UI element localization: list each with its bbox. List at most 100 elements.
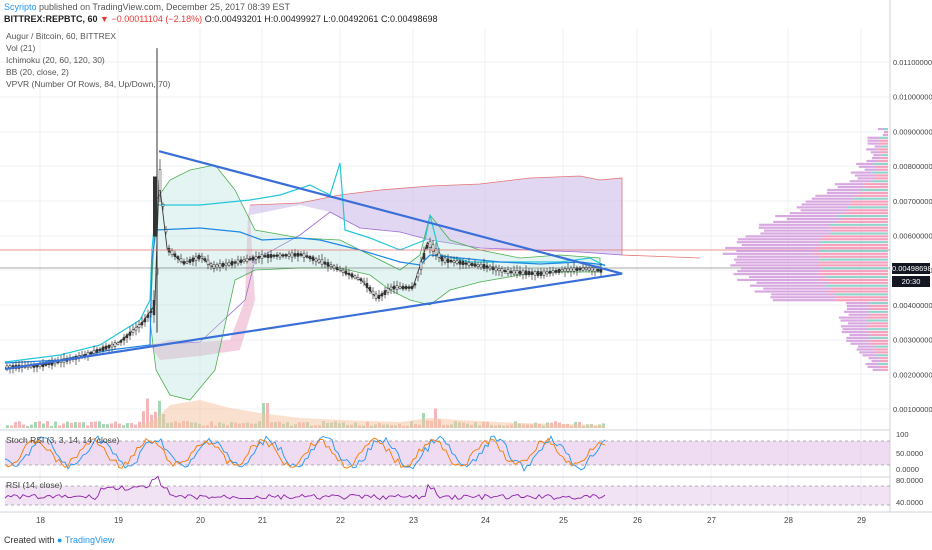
- candle-body: [182, 261, 186, 265]
- vpvr-bar-down: [830, 232, 888, 235]
- vpvr-bar-down: [829, 223, 888, 226]
- vpvr-bar-up: [864, 168, 878, 171]
- price-axis: 0.01100000 0.01000000 0.00900000 0.00800000…: [893, 58, 932, 414]
- candle-body: [206, 259, 210, 265]
- volume-bar: [122, 425, 125, 428]
- time-tick-label: 28: [784, 516, 793, 525]
- vpvr-bar-up: [874, 145, 882, 148]
- footer-created: Created with: [4, 535, 55, 545]
- stoch-pane-label[interactable]: Stoch RSI (3, 3, 14, 14, close): [6, 435, 120, 445]
- volume-bar: [82, 422, 85, 428]
- vpvr-bar-up: [884, 130, 887, 134]
- vpvr-bar-up: [730, 264, 818, 267]
- vpvr-bar-down: [881, 145, 888, 148]
- indicator-ichimoku[interactable]: Ichimoku (20, 60, 120, 30): [6, 55, 105, 65]
- candle-body: [281, 254, 285, 257]
- candle-body: [153, 176, 157, 237]
- vpvr-bar-up: [756, 281, 829, 284]
- vpvr-bar-up: [847, 322, 870, 325]
- vpvr-bar-down: [835, 293, 888, 296]
- candle-body: [446, 258, 450, 263]
- rsi-pane-label[interactable]: RSI (14, close): [6, 480, 63, 490]
- candle-body: [452, 260, 456, 263]
- candle-body: [341, 269, 345, 273]
- vpvr-bar-up: [867, 142, 879, 145]
- candle-body: [194, 256, 198, 261]
- vpvr-bar-down: [814, 246, 888, 250]
- candle-body: [89, 351, 93, 355]
- vpvr-bar-up: [745, 235, 824, 238]
- time-tick-label: 19: [114, 516, 123, 525]
- vpvr-bar-down: [881, 368, 888, 371]
- vpvr-bar-up: [735, 261, 820, 264]
- vpvr-bar-up: [846, 307, 870, 310]
- vpvr-bar-up: [842, 328, 868, 331]
- vpvr-bar-up: [772, 299, 837, 302]
- volume-bar: [106, 424, 109, 428]
- candle-body: [494, 266, 498, 272]
- vpvr-bar-up: [763, 229, 833, 232]
- candle-body: [449, 259, 453, 263]
- author-link[interactable]: Scyripto: [4, 2, 37, 12]
- vpvr-bar-down: [849, 203, 888, 206]
- vpvr-bar-up: [848, 313, 871, 316]
- volume-bar: [90, 422, 93, 428]
- vpvr-bar-down: [870, 333, 888, 337]
- vpvr-bar-down: [820, 238, 888, 241]
- candle-body: [434, 248, 438, 255]
- candle-body: [296, 252, 300, 257]
- candle-body: [140, 321, 144, 326]
- vpvr-bar-down: [867, 331, 888, 334]
- candle-body: [401, 285, 405, 290]
- vpvr-bar-up: [857, 345, 875, 348]
- indicator-vpvr[interactable]: VPVR (Number Of Rows, 84, Up/Down, 70): [6, 79, 171, 89]
- candle-body: [98, 348, 102, 351]
- candle-body: [347, 272, 351, 276]
- price-tick-label: 0.01000000: [893, 93, 932, 102]
- candle-body: [368, 286, 372, 292]
- volume-bar: [38, 421, 41, 428]
- price-tick-label: 0.00600000: [893, 232, 932, 241]
- candle-body: [326, 262, 330, 267]
- price-tick-label: 0.01100000: [893, 58, 932, 67]
- high-label: H:0.00499927: [264, 14, 321, 24]
- vpvr-bar-down: [880, 157, 888, 160]
- candle-body: [305, 255, 309, 258]
- time-tick-label: 24: [481, 516, 490, 525]
- footer-brand[interactable]: TradingView: [64, 535, 115, 545]
- vpvr-bar-down: [869, 339, 888, 342]
- indicator-vol[interactable]: Vol (21): [6, 43, 36, 53]
- vpvr-bar-down: [869, 322, 888, 325]
- vpvr-bar-down: [850, 200, 888, 203]
- vpvr-bar-down: [867, 328, 888, 331]
- vpvr-bar-down: [874, 177, 888, 180]
- candle-body: [464, 262, 468, 265]
- vpvr-bar-down: [818, 258, 888, 261]
- candle-body: [563, 268, 567, 272]
- vpvr-bar-up: [867, 139, 879, 142]
- volume-bar: [86, 425, 89, 428]
- time-tick-label: 21: [258, 516, 267, 525]
- vpvr-bar-down: [869, 336, 888, 339]
- vpvr-bar-up: [750, 284, 826, 287]
- vpvr-bar-down: [873, 162, 888, 165]
- volume-bar: [102, 423, 105, 428]
- vpvr-bar-down: [868, 310, 888, 313]
- publish-line: Scyripto published on TradingView.com, D…: [4, 2, 290, 12]
- candle-body: [197, 254, 201, 260]
- vpvr-bar-up: [856, 162, 874, 165]
- candle-body: [404, 286, 408, 290]
- vpvr-bar-down: [879, 357, 888, 360]
- vpvr-bar-down: [865, 186, 888, 189]
- candle-body: [374, 293, 378, 299]
- volume-bar: [62, 423, 65, 428]
- candle-body: [497, 268, 501, 272]
- candle-body: [542, 270, 546, 276]
- indicator-bb[interactable]: BB (20, close, 2): [6, 67, 69, 77]
- candle-body: [443, 257, 447, 263]
- vpvr-bar-up: [760, 232, 831, 235]
- vpvr-bar-down: [822, 244, 888, 247]
- vpvr-bar-down: [821, 267, 888, 270]
- vpvr-bar-down: [820, 270, 888, 273]
- candle-body: [266, 254, 270, 259]
